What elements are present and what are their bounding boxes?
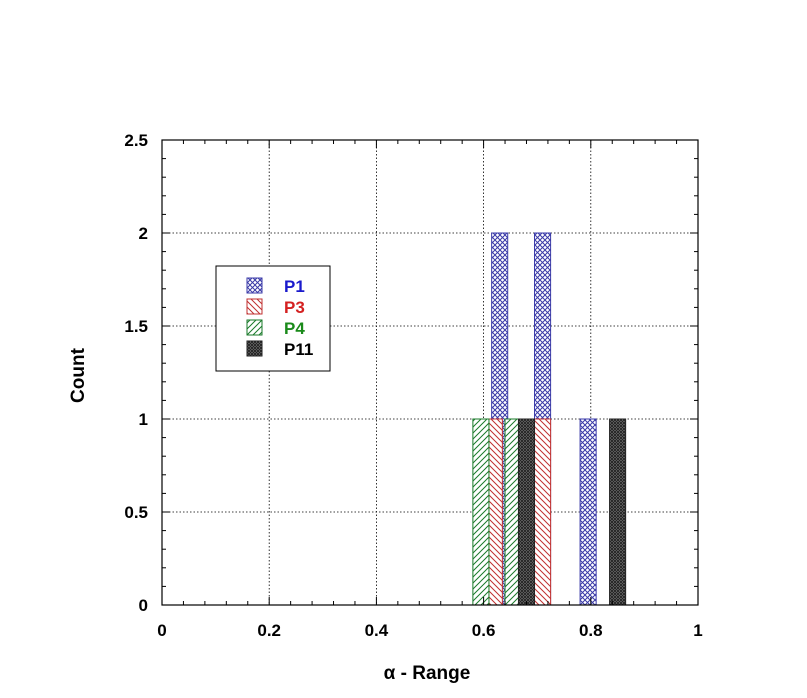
legend-swatch-p4: [246, 319, 263, 336]
bar-p11: [517, 418, 536, 606]
y-tick-label: 2.5: [124, 131, 148, 150]
plot-area-frame: [161, 139, 699, 606]
y-tick-label: 2: [139, 224, 148, 243]
bar-p11: [609, 418, 627, 606]
legend-swatch-p11: [246, 340, 263, 357]
x-tick-label: 0.4: [365, 621, 389, 640]
histogram-bars: [472, 232, 627, 606]
legend-swatch-p3: [246, 298, 263, 315]
x-tick-label: 0.2: [257, 621, 281, 640]
legend: P1 P3 P4 P11: [215, 265, 331, 372]
axis-ticks: [161, 139, 699, 606]
bar-p3: [534, 418, 552, 606]
tick-labels: 0 0.2 0.4 0.6 0.8 1 0 0.5 1 1.5 2 2.5: [124, 131, 702, 640]
y-axis-title: Count: [68, 347, 89, 403]
grid-lines: [162, 140, 698, 605]
legend-label-p4: P4: [284, 319, 305, 338]
y-tick-label: 1.5: [124, 317, 148, 336]
y-tick-label: 1: [139, 410, 148, 429]
x-axis-title: α - Range: [384, 663, 471, 684]
bar-p1: [579, 418, 597, 606]
legend-label-p11: P11: [284, 340, 313, 359]
y-tick-label: 0: [139, 596, 148, 615]
x-tick-label: 0.8: [579, 621, 603, 640]
legend-label-p3: P3: [284, 298, 305, 317]
legend-label-p1: P1: [284, 277, 305, 296]
legend-box: [215, 265, 331, 372]
legend-swatch-p1: [246, 277, 263, 294]
x-tick-label: 1: [693, 621, 702, 640]
x-tick-label: 0.6: [472, 621, 496, 640]
y-tick-label: 0.5: [124, 503, 148, 522]
x-tick-label: 0: [157, 621, 166, 640]
bar-p4: [472, 418, 490, 606]
